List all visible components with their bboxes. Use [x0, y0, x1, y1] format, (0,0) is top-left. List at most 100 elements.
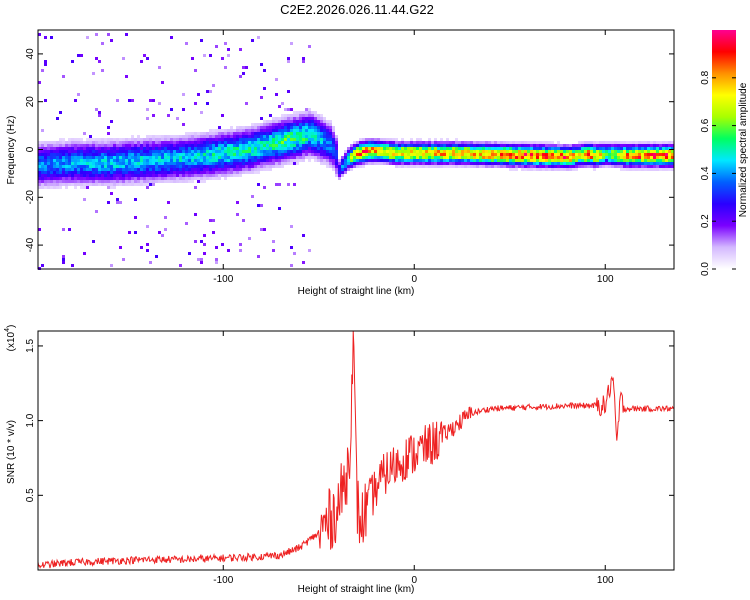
spectrogram-cell — [377, 153, 380, 156]
spectrogram-cell — [185, 138, 188, 141]
spectrogram-cell — [308, 45, 311, 48]
spectrogram-cell — [242, 72, 245, 75]
spectrogram-cell — [431, 162, 434, 165]
spectrogram-cell — [581, 159, 584, 162]
spectrogram-cell — [416, 147, 419, 150]
spectrogram-cell — [548, 159, 551, 162]
spectrogram-cell — [242, 162, 245, 165]
spectrogram-cell — [290, 120, 293, 123]
spectrogram-cell — [431, 144, 434, 147]
spectrogram-cell — [569, 162, 572, 165]
spectrogram-cell — [272, 129, 275, 132]
spectrogram-cell — [44, 165, 47, 168]
spectrogram-cell — [254, 129, 257, 132]
spectrogram-cell — [158, 165, 161, 168]
spectrogram-cell — [152, 159, 155, 162]
spectrogram-cell — [233, 135, 236, 138]
spectrogram-cell — [236, 159, 239, 162]
spectrogram-cell — [320, 129, 323, 132]
spectrogram-cell — [479, 141, 482, 144]
x-tick-label: 100 — [597, 274, 614, 285]
spectrogram-cell — [182, 108, 185, 111]
spectrogram-cell — [98, 153, 101, 156]
spectrogram-cell — [113, 183, 116, 186]
spectrogram-cell — [68, 228, 71, 231]
spectrogram-cell — [665, 159, 668, 162]
spectrogram-cell — [80, 162, 83, 165]
spectrogram-cell — [665, 150, 668, 153]
spectrogram-cell — [644, 156, 647, 159]
spectrogram-cell — [188, 144, 191, 147]
spectrogram-cell — [368, 162, 371, 165]
spectrogram-cell — [329, 135, 332, 138]
spectrogram-cell — [443, 165, 446, 168]
spectrogram-cell — [332, 162, 335, 165]
spectrogram-cell — [599, 144, 602, 147]
spectrogram-cell — [662, 159, 665, 162]
spectrogram-cell — [287, 141, 290, 144]
spectrogram-cell — [329, 150, 332, 153]
spectrogram-cell — [536, 144, 539, 147]
spectrogram-cell — [263, 228, 266, 231]
spectrogram-cell — [44, 147, 47, 150]
spectrogram-cell — [143, 183, 146, 186]
spectrogram-cell — [320, 159, 323, 162]
spectrogram-cell — [233, 162, 236, 165]
spectrogram-cell — [440, 138, 443, 141]
spectrogram-cell — [137, 147, 140, 150]
spectrogram-cell — [527, 168, 530, 171]
spectrogram-cell — [134, 144, 137, 147]
spectrogram-cell — [458, 156, 461, 159]
spectrogram-cell — [641, 159, 644, 162]
spectrogram-cell — [317, 147, 320, 150]
spectrogram-cell — [497, 153, 500, 156]
spectrogram-cell — [167, 201, 170, 204]
spectrogram-cell — [281, 102, 284, 105]
spectrogram-cell — [338, 171, 341, 174]
spectrogram-cell — [587, 165, 590, 168]
spectrogram-cell — [650, 159, 653, 162]
spectrogram-cell — [326, 141, 329, 144]
spectrogram-cell — [311, 156, 314, 159]
spectrogram-cell — [236, 162, 239, 165]
spectrogram-cell — [116, 171, 119, 174]
spectrogram-cell — [101, 69, 104, 72]
spectrogram-cell — [653, 165, 656, 168]
spectrogram-cell — [623, 156, 626, 159]
spectrogram-cell — [470, 147, 473, 150]
spectrogram-cell — [341, 162, 344, 165]
spectrogram-cell — [536, 162, 539, 165]
spectrogram-cell — [272, 159, 275, 162]
spectrogram-cell — [230, 147, 233, 150]
spectrogram-cell — [461, 153, 464, 156]
spectrogram-cell — [50, 147, 53, 150]
spectrogram-cell — [218, 171, 221, 174]
spectrogram-cell — [197, 177, 200, 180]
spectrogram-cell — [641, 162, 644, 165]
spectrogram-cell — [206, 144, 209, 147]
spectrogram-cell — [302, 150, 305, 153]
spectrogram-cell — [101, 168, 104, 171]
spectrogram-cell — [368, 153, 371, 156]
spectrogram-cell — [47, 177, 50, 180]
spectrogram-cell — [53, 141, 56, 144]
spectrogram-cell — [470, 153, 473, 156]
spectrogram-cell — [392, 153, 395, 156]
spectrogram-cell — [44, 177, 47, 180]
spectrogram-cell — [41, 69, 44, 72]
spectrogram-cell — [527, 165, 530, 168]
spectrogram-cell — [344, 153, 347, 156]
spectrogram-cell — [485, 144, 488, 147]
spectrogram-cell — [263, 144, 266, 147]
spectrogram-cell — [239, 159, 242, 162]
spectrogram-cell — [275, 156, 278, 159]
spectrogram-cell — [98, 177, 101, 180]
spectrogram-cell — [446, 141, 449, 144]
spectrogram-cell — [185, 171, 188, 174]
spectrogram-cell — [278, 147, 281, 150]
spectrogram-cell — [647, 165, 650, 168]
spectrogram-cell — [299, 141, 302, 144]
spectrogram-cell — [449, 165, 452, 168]
spectrogram-cell — [170, 162, 173, 165]
spectrogram-cell — [344, 159, 347, 162]
